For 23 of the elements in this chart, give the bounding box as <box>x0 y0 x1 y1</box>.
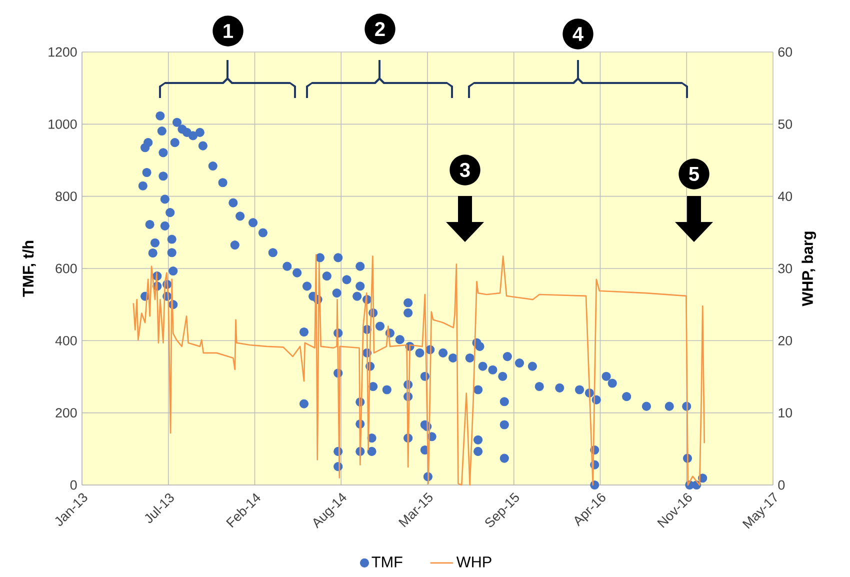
text: 4 <box>572 27 584 41</box>
y2-tick-label: 40 <box>778 192 792 202</box>
legend-label: TMF <box>372 556 402 568</box>
text: 1 <box>224 24 234 38</box>
y2-tick-label: 50 <box>778 119 792 129</box>
text: 2 <box>375 22 385 36</box>
y2-tick-label: 0 <box>778 480 785 490</box>
annotation: 3 <box>460 162 470 178</box>
annotation: 5 <box>689 167 699 181</box>
y-tick-label: 1000 <box>48 119 77 129</box>
y2-tick-label: 10 <box>778 408 792 418</box>
y2-axis-title: WHP, barg <box>802 232 816 306</box>
y-tick-label: 1200 <box>48 47 77 57</box>
y2-tick-label: 60 <box>778 47 792 57</box>
y-tick-label: 400 <box>55 336 77 346</box>
y2-tick-label: 20 <box>778 336 792 346</box>
y-tick-label: 200 <box>56 408 77 418</box>
y2-tick-label: 30 <box>778 264 792 274</box>
y-tick-label: 0 <box>70 480 77 490</box>
y-axis-title: TMF, t/h <box>22 240 36 297</box>
y-tick-label: 800 <box>56 192 77 202</box>
y-tick-label: 600 <box>56 264 77 274</box>
legend-label: WHP <box>456 556 492 568</box>
